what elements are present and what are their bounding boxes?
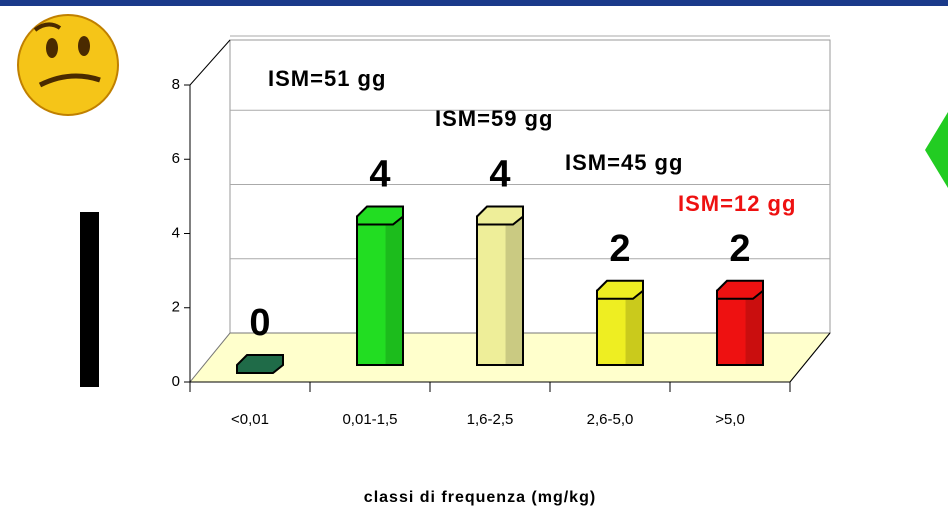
y-tick-label: 0 [172, 373, 180, 390]
value-label: 2 [729, 228, 750, 270]
x-tick-label: <0,01 [231, 411, 269, 428]
annotation: ISM=59 gg [435, 106, 553, 131]
green-arrow [925, 112, 948, 188]
y-tick-label: 6 [172, 150, 180, 167]
value-label: 4 [489, 154, 510, 196]
annotation: ISM=51 gg [268, 66, 386, 91]
x-axis-title: classi di frequenza (mg/kg) [364, 489, 596, 506]
x-tick-label: 0,01-1,5 [342, 411, 397, 428]
x-tick-label: 1,6-2,5 [467, 411, 514, 428]
black-bar [80, 212, 99, 387]
value-label: 4 [369, 154, 390, 196]
bar [716, 279, 764, 366]
annotation: ISM=45 gg [565, 150, 683, 175]
bar [476, 205, 524, 366]
value-label: 0 [249, 302, 270, 344]
x-tick-label: 2,6-5,0 [587, 411, 634, 428]
bar [236, 354, 284, 374]
axis-edge [189, 39, 231, 86]
y-tick-label: 4 [172, 224, 180, 241]
value-label: 2 [609, 228, 630, 270]
y-tick-label: 2 [172, 299, 180, 316]
x-tick-label: >5,0 [715, 411, 745, 428]
floor-edge [789, 332, 831, 383]
y-tick-label: 8 [172, 76, 180, 93]
top-bar [0, 0, 948, 6]
bar [596, 279, 644, 366]
annotation: ISM=12 gg [678, 191, 796, 216]
bar [356, 205, 404, 366]
smiley-confused [17, 14, 119, 116]
